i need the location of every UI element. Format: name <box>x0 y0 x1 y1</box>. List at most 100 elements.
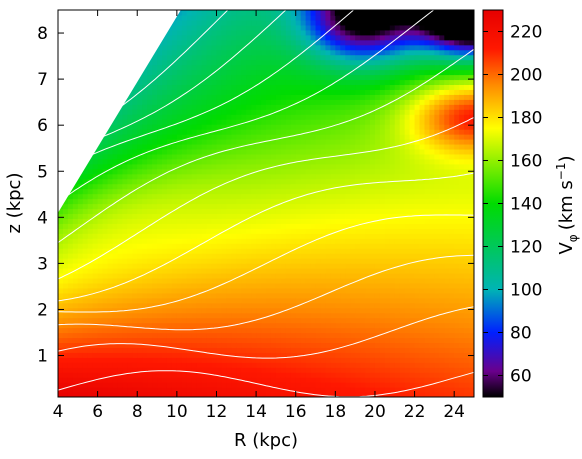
heatmap-cell <box>166 243 173 249</box>
heatmap-cell <box>360 203 366 210</box>
heatmap-cell <box>340 213 346 219</box>
heatmap-cell <box>67 193 74 200</box>
heatmap-cell <box>360 253 366 259</box>
heatmap-cell <box>181 302 188 309</box>
heatmap-cell <box>270 322 277 329</box>
heatmap-cell <box>152 287 158 294</box>
heatmap-cell <box>166 367 173 373</box>
heatmap-cell <box>171 119 178 125</box>
heatmap-cell <box>112 228 119 234</box>
heatmap-cell <box>270 342 277 348</box>
heatmap-cell <box>236 188 242 195</box>
heatmap-cell <box>305 143 312 150</box>
heatmap-cell <box>275 64 282 71</box>
heatmap-cell <box>365 129 371 135</box>
heatmap-cell <box>315 148 322 155</box>
heatmap-cell <box>127 253 133 259</box>
heatmap-cell <box>360 109 366 115</box>
heatmap-cell <box>62 307 69 314</box>
heatmap-cell <box>236 44 242 51</box>
heatmap-cell <box>231 327 237 334</box>
heatmap-cell <box>365 248 371 254</box>
heatmap-cell <box>216 163 223 170</box>
heatmap-cell <box>261 109 267 115</box>
heatmap-cell <box>300 59 307 66</box>
heatmap-cell <box>320 218 327 224</box>
heatmap-cell <box>350 302 356 309</box>
heatmap-cell <box>335 248 341 254</box>
heatmap-cell <box>370 208 376 215</box>
heatmap-cell <box>320 183 327 190</box>
heatmap-cell <box>211 322 218 329</box>
heatmap-cell <box>345 277 351 284</box>
heatmap-cell <box>231 99 237 105</box>
heatmap-cell <box>171 19 178 26</box>
heatmap-cell <box>186 74 193 81</box>
heatmap-cell <box>97 178 104 185</box>
heatmap-cell <box>87 223 94 229</box>
heatmap-cell <box>340 352 346 358</box>
heatmap-cell <box>171 129 178 135</box>
heatmap-cell <box>132 168 138 175</box>
heatmap-cell <box>102 337 109 344</box>
heatmap-cell <box>107 183 114 190</box>
heatmap-cell <box>266 322 272 329</box>
heatmap-cell <box>270 99 277 105</box>
heatmap-cell <box>335 99 341 105</box>
heatmap-cell <box>295 287 302 294</box>
heatmap-cell <box>295 233 302 239</box>
heatmap-cell <box>221 287 227 294</box>
heatmap-cell <box>62 218 69 224</box>
heatmap-cell <box>221 114 227 120</box>
heatmap-cell <box>340 362 346 368</box>
heatmap-cell <box>251 248 257 254</box>
heatmap-cell <box>201 272 208 279</box>
heatmap-cell <box>62 292 69 299</box>
heatmap-cell <box>330 69 336 76</box>
heatmap-cell <box>142 392 148 397</box>
heatmap-cell <box>171 213 178 219</box>
heatmap-cell <box>181 223 188 229</box>
heatmap-cell <box>241 69 247 76</box>
heatmap-cell <box>171 367 178 373</box>
heatmap-cell <box>340 307 346 314</box>
heatmap-cell <box>82 352 89 358</box>
heatmap-cell <box>251 287 257 294</box>
heatmap-cell <box>261 188 267 195</box>
heatmap-cell <box>181 24 188 31</box>
heatmap-cell <box>58 282 64 289</box>
heatmap-cell <box>152 124 158 130</box>
heatmap-cell <box>360 163 366 170</box>
heatmap-cell <box>290 183 297 190</box>
heatmap-cell <box>171 173 178 180</box>
heatmap-cell <box>127 193 133 200</box>
heatmap-cell <box>231 24 237 31</box>
heatmap-cell <box>295 44 302 51</box>
heatmap-cell <box>300 84 307 90</box>
heatmap-cell <box>280 79 287 86</box>
heatmap-cell <box>77 387 84 393</box>
heatmap-cell <box>127 337 133 344</box>
heatmap-cell <box>147 143 153 150</box>
heatmap-cell <box>290 49 297 56</box>
heatmap-cell <box>246 29 252 36</box>
heatmap-cell <box>300 14 307 21</box>
heatmap-cell <box>285 153 292 160</box>
heatmap-cell <box>310 282 317 289</box>
heatmap-cell <box>330 34 336 41</box>
heatmap-cell <box>236 228 242 234</box>
heatmap-cell <box>206 223 213 229</box>
heatmap-cell <box>191 148 198 155</box>
heatmap-cell <box>320 258 327 264</box>
heatmap-cell <box>171 124 178 130</box>
heatmap-cell <box>236 34 242 41</box>
heatmap-cell <box>315 109 322 115</box>
heatmap-cell <box>216 158 223 165</box>
heatmap-cell <box>216 198 223 205</box>
heatmap-cell <box>162 327 168 334</box>
heatmap-cell <box>310 49 317 56</box>
heatmap-cell <box>270 352 277 358</box>
heatmap-cell <box>295 218 302 224</box>
heatmap-cell <box>320 287 327 294</box>
heatmap-cell <box>67 233 74 239</box>
